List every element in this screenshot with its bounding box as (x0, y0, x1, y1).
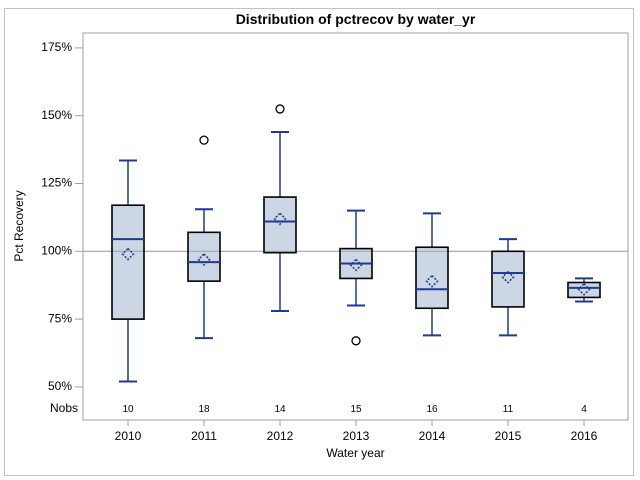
mean-diamond-2012 (273, 212, 287, 226)
box-border-2015 (491, 250, 525, 308)
y-tick-label: 175% (41, 40, 72, 54)
box-fill-2010 (112, 205, 144, 320)
mean-diamond-2016 (577, 282, 591, 296)
outlier-marker-2012 (275, 104, 285, 114)
nobs-value-2014: 16 (426, 404, 438, 415)
box-border-2010 (111, 204, 145, 320)
nobs-value-2012: 14 (274, 404, 286, 415)
x-tick-label-2012: 2012 (267, 429, 294, 443)
mean-diamond-2014 (425, 274, 439, 288)
box-fill-2016 (568, 282, 600, 298)
mean-diamond-2015 (501, 270, 515, 284)
box-border-2012 (263, 196, 297, 254)
x-tick-label-2011: 2011 (191, 429, 217, 443)
y-tick-label: 75% (48, 311, 72, 325)
y-tick-label: 50% (48, 379, 72, 393)
nobs-value-2016: 4 (581, 404, 587, 415)
box-fill-2014 (416, 247, 448, 309)
box-fill-2015 (492, 251, 524, 307)
x-tick-label-2015: 2015 (495, 429, 522, 443)
outlier-marker-2011 (199, 135, 209, 145)
outlier-marker-2013 (351, 336, 361, 346)
mean-diamond-2013 (349, 258, 363, 272)
x-axis-title: Water year (326, 446, 385, 460)
nobs-row-label: Nobs (49, 401, 78, 415)
nobs-value-2011: 18 (198, 404, 210, 415)
mean-diamond-2011 (197, 252, 211, 267)
box-border-2016 (567, 281, 601, 299)
nobs-value-2010: 10 (122, 404, 134, 415)
box-border-2014 (415, 246, 449, 310)
nobs-value-2015: 11 (503, 404, 514, 415)
y-axis-title: Pct Recovery (12, 190, 26, 262)
x-tick-label-2016: 2016 (571, 429, 598, 443)
box-fill-2011 (188, 232, 220, 282)
y-tick-label: 125% (41, 176, 72, 190)
figure-border (4, 8, 634, 476)
nobs-value-2013: 15 (350, 404, 362, 415)
x-tick-label-2014: 2014 (419, 429, 446, 443)
x-tick-label-2013: 2013 (343, 429, 370, 443)
x-tick-label-2010: 2010 (115, 429, 142, 443)
chart-title: Distribution of pctrecov by water_yr (235, 11, 476, 27)
mean-diamond-2010 (121, 247, 135, 261)
y-tick-label: 100% (41, 243, 72, 257)
box-border-2011 (187, 231, 221, 282)
y-tick-label: 150% (41, 108, 72, 122)
